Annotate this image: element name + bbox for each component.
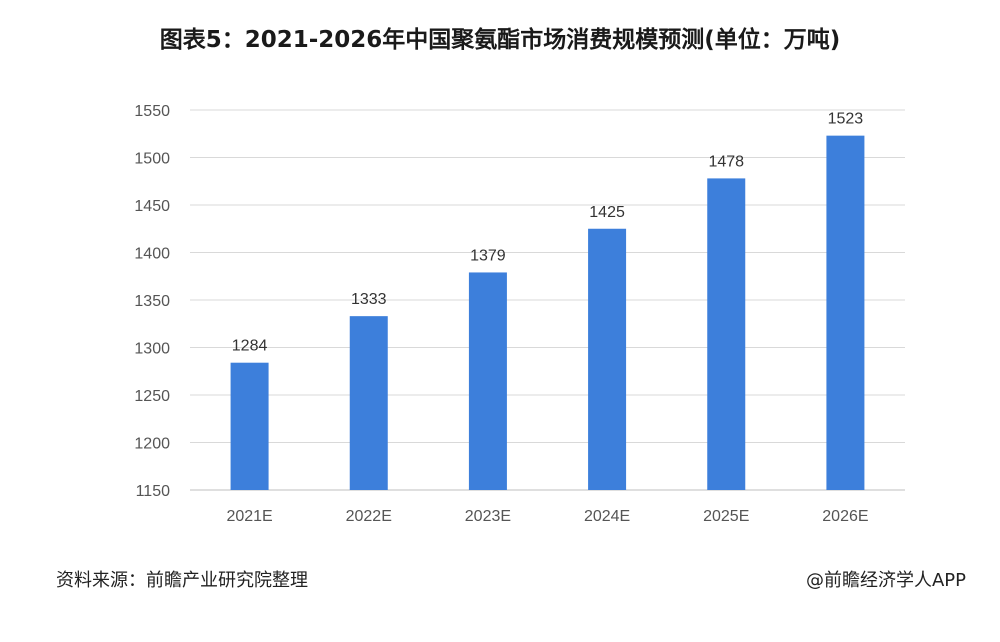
y-tick-label-1450: 1450: [134, 198, 170, 215]
y-tick-label-1250: 1250: [134, 388, 170, 405]
bars: [230, 135, 865, 490]
data-label-2023E: 1379: [470, 247, 506, 264]
x-category-label-2022E: 2022E: [346, 508, 392, 525]
bar-2026E: [826, 135, 865, 490]
y-tick-label-1350: 1350: [134, 293, 170, 310]
data-label-2024E: 1425: [589, 204, 625, 221]
y-axis-ticks: 1150 1200 1250 1300 1350 1400 1450 1500 1550: [134, 103, 170, 500]
bar-2022E: [349, 316, 388, 490]
data-label-2025E: 1478: [708, 153, 744, 170]
data-label-2026E: 1523: [828, 111, 864, 128]
y-tick-label-1550: 1550: [134, 103, 170, 120]
y-tick-label-1200: 1200: [134, 436, 170, 453]
data-labels: 1284 1333 1379 1425 1478 1523: [232, 111, 864, 355]
chart-title: 图表5：2021-2026年中国聚氨酯市场消费规模预测(单位：万吨): [159, 27, 841, 53]
data-label-2022E: 1333: [351, 291, 387, 308]
bar-2024E: [588, 228, 627, 490]
credit-note: @前瞻经济学人APP: [805, 570, 966, 591]
y-tick-label-1150: 1150: [136, 483, 171, 500]
y-tick-label-1400: 1400: [134, 246, 170, 263]
data-label-2021E: 1284: [232, 338, 268, 355]
bar-2021E: [230, 362, 269, 490]
y-tick-label-1300: 1300: [134, 341, 170, 358]
x-category-label-2021E: 2021E: [226, 508, 272, 525]
source-note: 资料来源：前瞻产业研究院整理: [56, 570, 308, 591]
x-axis-categories: 2021E 2022E 2023E 2024E 2025E 2026E: [226, 508, 868, 525]
x-category-label-2024E: 2024E: [584, 508, 630, 525]
bar-2025E: [707, 178, 746, 490]
x-category-label-2026E: 2026E: [822, 508, 868, 525]
x-category-label-2023E: 2023E: [465, 508, 511, 525]
y-tick-label-1500: 1500: [134, 151, 170, 168]
grid-lines: [190, 109, 905, 491]
bar-2023E: [468, 272, 507, 490]
x-category-label-2025E: 2025E: [703, 508, 749, 525]
